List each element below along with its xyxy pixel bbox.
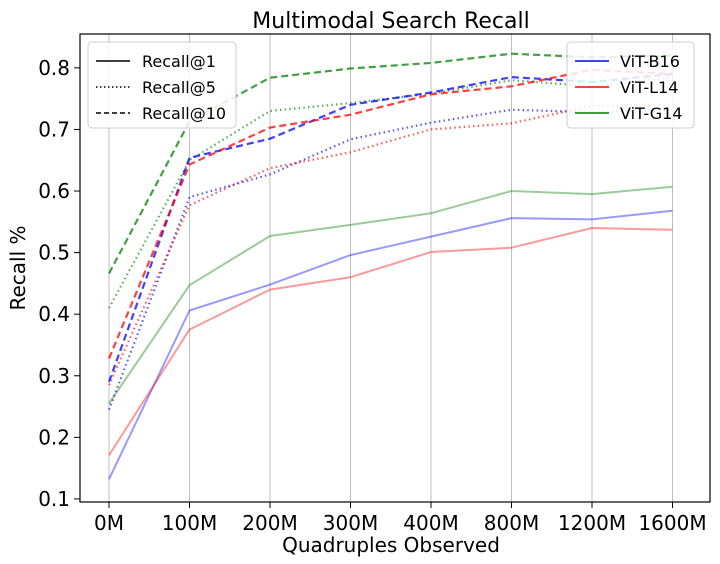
legend-line-styles-box [87, 41, 237, 129]
legend-models: ViT-B16 ViT-L14 ViT-G14 [566, 41, 695, 129]
x-axis-label: Quadruples Observed [282, 533, 500, 557]
series-line-vit-l14-recall1 [108, 227, 673, 456]
x-tick-label: 0M [94, 511, 124, 535]
y-tick-label: 0.1 [38, 487, 70, 511]
legend-label-recall10: Recall@10 [142, 104, 226, 123]
y-tick-label: 0.8 [38, 56, 70, 80]
legend-models-box [566, 41, 695, 129]
y-tick-label: 0.4 [38, 302, 70, 326]
x-tick-label: 1200M [558, 511, 626, 535]
series-line-vit-l14-recall10 [107, 68, 673, 359]
x-tick-label: 100M [162, 511, 217, 535]
legend-line-styles: Recall@1 Recall@5 Recall@10 [87, 41, 237, 129]
x-tick-label: 200M [242, 511, 297, 535]
y-tick-label: 0.5 [38, 241, 70, 265]
x-tick-label: 1600M [638, 511, 706, 535]
series-line-vit-b16-recall1 [108, 209, 673, 480]
y-tick-label: 0.3 [38, 364, 70, 388]
x-axis: 0M 100M 200M 300M 400M 800M 1200M 1600M [94, 502, 707, 535]
y-tick-label: 0.2 [38, 425, 70, 449]
legend-label-vit-l14: ViT-L14 [620, 78, 678, 97]
x-tick-label: 300M [323, 511, 378, 535]
plot-frame [79, 33, 711, 503]
x-tick-label: 400M [403, 511, 458, 535]
y-tick-label: 0.7 [38, 117, 70, 141]
series-line-vit-g14-recall1 [108, 185, 673, 405]
series-line-vit-b16-recall5 [107, 108, 673, 410]
legend-label-vit-b16: ViT-B16 [620, 52, 680, 71]
x-tick-label: 800M [484, 511, 539, 535]
legend-label-vit-g14: ViT-G14 [620, 104, 682, 123]
chart-title: Multimodal Search Recall [252, 9, 529, 34]
legend-label-recall1: Recall@1 [142, 52, 216, 71]
y-axis-label: Recall % [6, 225, 30, 310]
y-tick-label: 0.6 [38, 179, 70, 203]
y-axis: 0.1 0.2 0.3 0.4 0.5 0.6 0.7 0.8 [38, 56, 80, 511]
series-line-vit-l14-recall5 [107, 103, 673, 386]
legend-label-recall5: Recall@5 [142, 78, 216, 97]
